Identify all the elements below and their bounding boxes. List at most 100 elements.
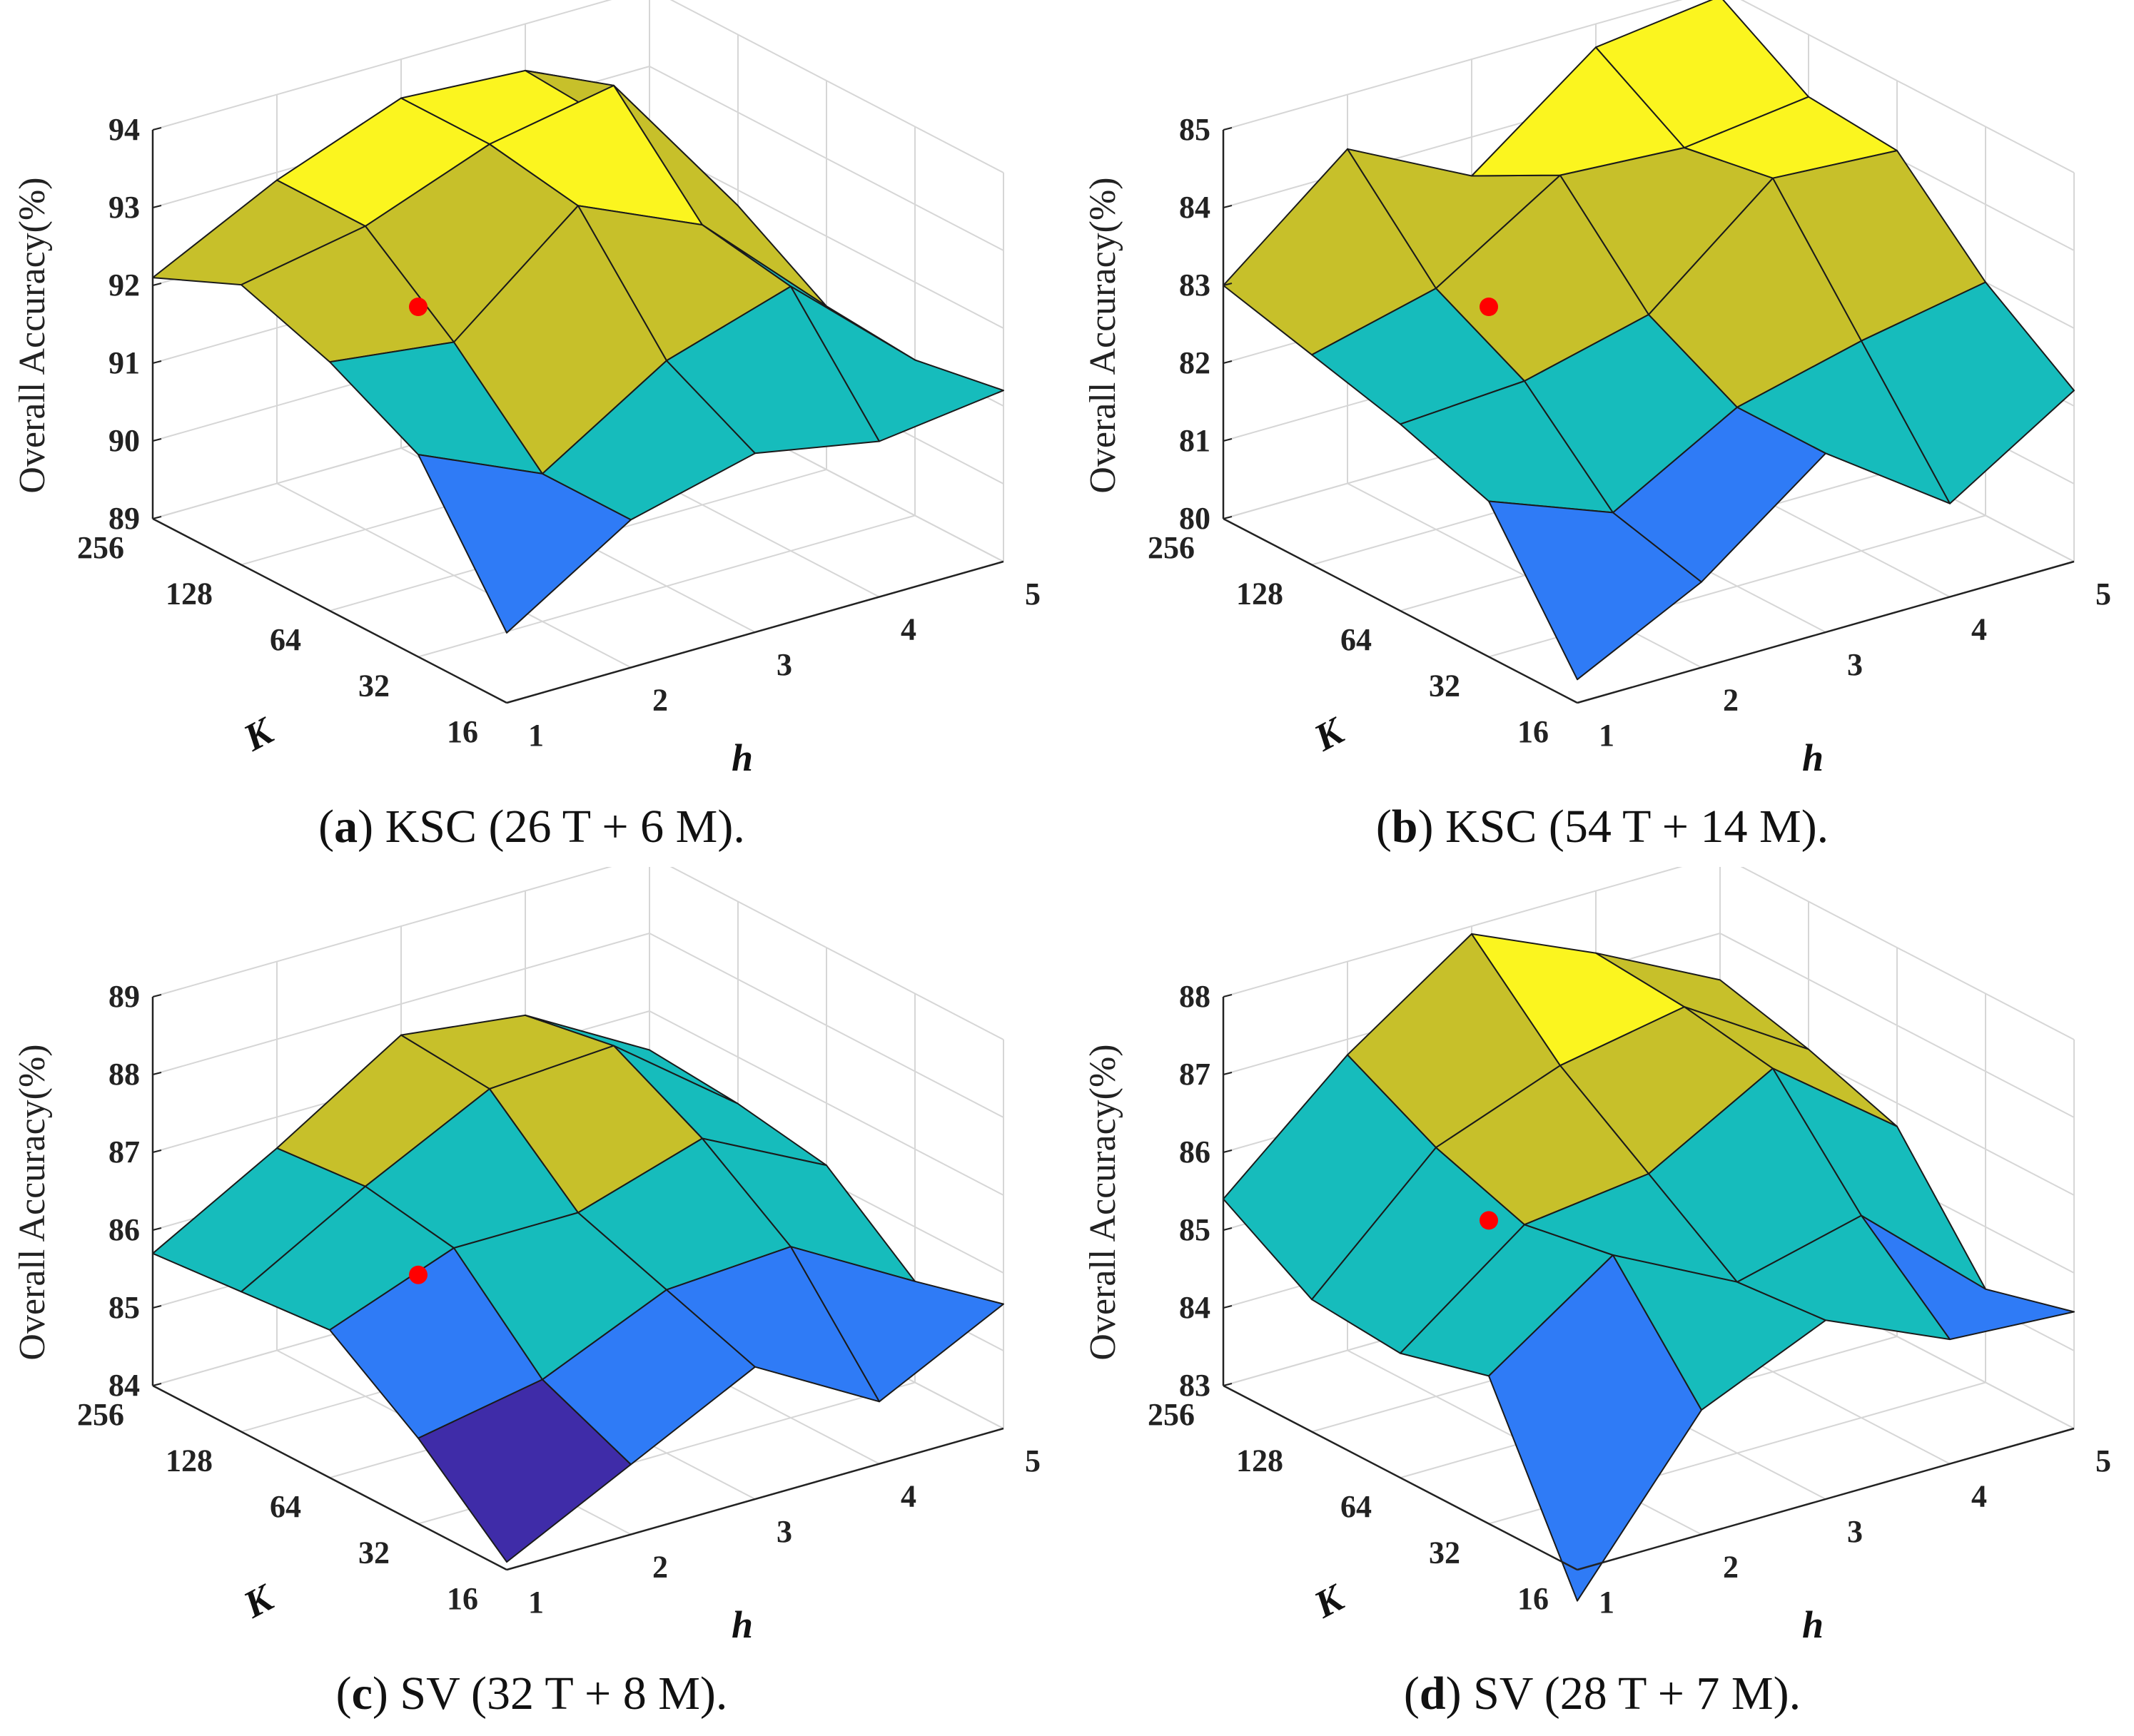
panel-a: 89 90 91 92 93 94 256 128 64 32 16 1 2 3 4 5 Overall Acc… [12,0,1041,853]
h-tick-b-2: 2 [1723,683,1739,718]
k-tick-a-128: 128 [166,577,213,611]
z-tick-c-89: 89 [108,979,140,1014]
h-tick-b-1: 1 [1599,718,1614,753]
z-tick-c-85: 85 [108,1290,140,1325]
surface-d [1223,933,2075,1602]
h-tick-a-5: 5 [1025,577,1041,611]
surface-patch-c-3-3 [790,1246,1004,1403]
k-axis-label-a: K [236,708,282,759]
h-tick-a-3: 3 [777,647,792,682]
h-tick-d-2: 2 [1723,1550,1739,1585]
k-tick-c-256: 256 [77,1397,124,1432]
k-tick-a-256: 256 [77,530,124,565]
z-tick-a-93: 93 [108,190,140,225]
surface-patch-a-3-3 [790,285,1004,442]
z-tick-b-80: 80 [1179,501,1210,536]
surface-a [152,69,1004,634]
z-tick-d-87: 87 [1179,1057,1210,1092]
h-tick-c-4: 4 [901,1479,916,1514]
h-tick-c-5: 5 [1025,1443,1041,1478]
h-tick-d-3: 3 [1847,1514,1863,1549]
h-tick-d-5: 5 [2095,1443,2111,1478]
h-tick-c-3: 3 [777,1514,792,1549]
z-tick-d-84: 84 [1179,1290,1210,1325]
k-tick-b-16: 16 [1517,714,1549,749]
h-tick-b-4: 4 [1971,612,1987,647]
panel-d: 83 84 85 86 87 88 256 128 64 32 16 1 2 3 4 5 Overall Acc… [1083,867,2111,1720]
h-tick-d-4: 4 [1971,1479,1987,1514]
panel-c: 84 85 86 87 88 89 256 128 64 32 16 1 2 3 4 5 Overall Acc… [12,867,1041,1720]
z-tick-b-85: 85 [1179,112,1210,147]
z-tick-d-83: 83 [1179,1368,1210,1403]
k-tick-c-32: 32 [358,1536,390,1570]
k-tick-d-64: 64 [1340,1489,1372,1524]
z-tick-d-86: 86 [1179,1135,1210,1169]
z-tick-a-92: 92 [108,268,140,303]
z-tick-a-90: 90 [108,423,140,458]
k-tick-d-32: 32 [1429,1536,1460,1570]
z-tick-b-82: 82 [1179,345,1210,380]
axes-a [151,130,1004,704]
h-tick-b-5: 5 [2095,577,2111,611]
peak-marker-a [409,298,428,316]
z-axis-label-c: Overall Accuracy(%) [12,1044,53,1360]
k-tick-c-128: 128 [166,1443,213,1478]
z-tick-d-85: 85 [1179,1212,1210,1247]
z-tick-a-91: 91 [108,345,140,380]
z-tick-c-84: 84 [108,1368,140,1403]
z-tick-b-84: 84 [1179,190,1210,225]
k-axis-label-c: K [236,1575,282,1626]
k-tick-a-16: 16 [447,714,478,749]
h-axis-label-b: h [1802,736,1824,779]
axes-d [1222,997,2075,1571]
k-axis-label-b: K [1307,708,1352,759]
k-tick-b-256: 256 [1148,530,1195,565]
peak-marker-c [409,1265,428,1284]
k-tick-b-64: 64 [1340,622,1372,657]
caption-b: (b) KSC (54 T + 14 M). [1376,801,1829,853]
k-tick-b-32: 32 [1429,669,1460,704]
h-tick-a-4: 4 [901,612,916,647]
h-axis-label-d: h [1802,1603,1824,1646]
caption-a: (a) KSC (26 T + 6 M). [318,801,745,853]
h-tick-c-2: 2 [652,1550,668,1585]
h-tick-a-1: 1 [528,718,544,753]
surface-patch-d-3-3 [1861,1214,2075,1341]
surface-patch-b-3-3 [1861,281,2075,504]
peak-marker-d [1480,1211,1498,1230]
h-axis-label-c: h [732,1603,753,1646]
k-tick-d-256: 256 [1148,1397,1195,1432]
z-tick-c-86: 86 [108,1212,140,1247]
h-tick-c-1: 1 [528,1585,544,1620]
z-tick-c-87: 87 [108,1135,140,1169]
caption-d: (d) SV (28 T + 7 M). [1404,1668,1801,1720]
h-tick-a-2: 2 [652,683,668,718]
k-tick-b-128: 128 [1236,577,1283,611]
z-tick-d-88: 88 [1179,979,1210,1014]
k-tick-c-64: 64 [270,1489,301,1524]
k-tick-d-16: 16 [1517,1581,1549,1616]
z-tick-b-83: 83 [1179,268,1210,303]
h-tick-d-1: 1 [1599,1585,1614,1620]
z-axis-label-d: Overall Accuracy(%) [1083,1044,1123,1360]
axes-c [151,997,1004,1571]
k-axis-label-d: K [1307,1575,1352,1626]
caption-c: (c) SV (32 T + 8 M). [336,1668,728,1720]
z-axis-label-a: Overall Accuracy(%) [12,177,53,493]
h-tick-b-3: 3 [1847,647,1863,682]
z-tick-a-89: 89 [108,501,140,536]
surface-c [152,1014,1004,1563]
k-tick-a-64: 64 [270,622,301,657]
k-tick-d-128: 128 [1236,1443,1283,1478]
peak-marker-b [1480,298,1498,316]
z-tick-c-88: 88 [108,1057,140,1092]
k-tick-a-32: 32 [358,669,390,704]
h-axis-label-a: h [732,736,753,779]
panel-b: 80 81 82 83 84 85 256 128 64 32 16 1 2 3 4 5 Overall Acc… [1083,0,2111,853]
surface-b [1223,0,2075,681]
axes-b [1222,130,2075,704]
z-tick-b-81: 81 [1179,423,1210,458]
k-tick-c-16: 16 [447,1581,478,1616]
z-tick-a-94: 94 [108,112,140,147]
